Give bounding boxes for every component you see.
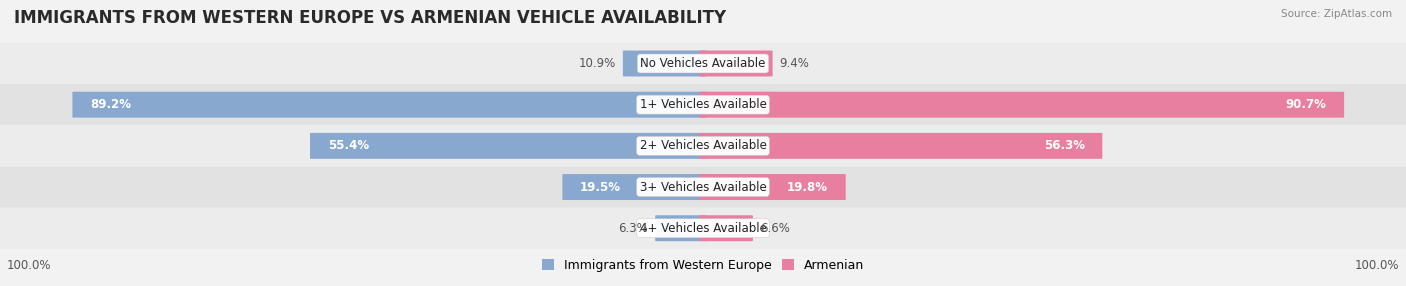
Text: 56.3%: 56.3% [1043, 139, 1084, 152]
FancyBboxPatch shape [0, 84, 1406, 125]
FancyBboxPatch shape [700, 92, 1344, 118]
Text: 9.4%: 9.4% [779, 57, 810, 70]
FancyBboxPatch shape [0, 166, 1406, 208]
Text: 100.0%: 100.0% [7, 259, 52, 273]
FancyBboxPatch shape [0, 208, 1406, 249]
FancyBboxPatch shape [0, 43, 1406, 84]
FancyBboxPatch shape [700, 51, 773, 76]
Text: No Vehicles Available: No Vehicles Available [640, 57, 766, 70]
Text: Source: ZipAtlas.com: Source: ZipAtlas.com [1281, 9, 1392, 19]
Text: 6.3%: 6.3% [619, 222, 648, 235]
FancyBboxPatch shape [655, 215, 707, 241]
FancyBboxPatch shape [700, 215, 754, 241]
FancyBboxPatch shape [311, 133, 707, 159]
Text: 19.5%: 19.5% [581, 180, 621, 194]
Text: 1+ Vehicles Available: 1+ Vehicles Available [640, 98, 766, 111]
Text: 10.9%: 10.9% [579, 57, 616, 70]
Text: 55.4%: 55.4% [328, 139, 368, 152]
Text: 2+ Vehicles Available: 2+ Vehicles Available [640, 139, 766, 152]
FancyBboxPatch shape [562, 174, 707, 200]
Text: 3+ Vehicles Available: 3+ Vehicles Available [640, 180, 766, 194]
FancyBboxPatch shape [73, 92, 707, 118]
FancyBboxPatch shape [623, 51, 707, 76]
Text: 6.6%: 6.6% [759, 222, 790, 235]
Legend: Immigrants from Western Europe, Armenian: Immigrants from Western Europe, Armenian [537, 254, 869, 277]
FancyBboxPatch shape [700, 133, 1102, 159]
FancyBboxPatch shape [700, 174, 846, 200]
Text: 19.8%: 19.8% [787, 180, 828, 194]
Text: 89.2%: 89.2% [90, 98, 131, 111]
FancyBboxPatch shape [0, 125, 1406, 166]
Text: 4+ Vehicles Available: 4+ Vehicles Available [640, 222, 766, 235]
Text: 90.7%: 90.7% [1285, 98, 1327, 111]
Text: 100.0%: 100.0% [1354, 259, 1399, 273]
Text: IMMIGRANTS FROM WESTERN EUROPE VS ARMENIAN VEHICLE AVAILABILITY: IMMIGRANTS FROM WESTERN EUROPE VS ARMENI… [14, 9, 725, 27]
